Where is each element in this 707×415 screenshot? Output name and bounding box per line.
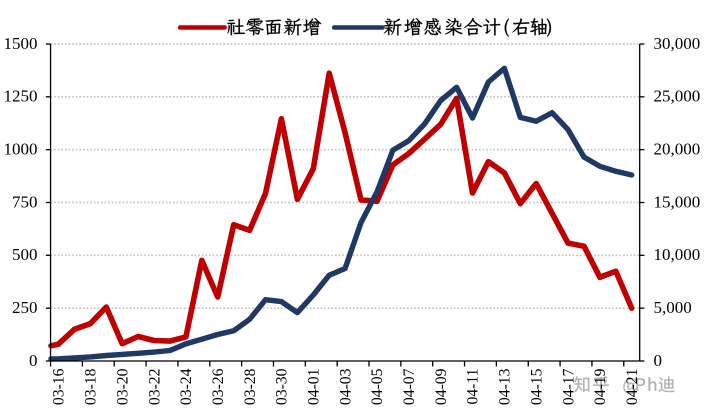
svg-text:03-30: 03-30 [274,368,291,405]
svg-text:03-22: 03-22 [146,369,163,406]
svg-text:04-07: 04-07 [401,368,418,405]
svg-text:03-28: 03-28 [242,368,259,405]
svg-text:04-13: 04-13 [497,368,514,405]
svg-text:15,000: 15,000 [654,192,701,211]
svg-text:03-18: 03-18 [83,368,100,405]
svg-text:0: 0 [29,351,38,370]
svg-text:10,000: 10,000 [654,245,701,264]
svg-text:750: 750 [12,192,38,211]
svg-text:04-15: 04-15 [528,368,545,405]
svg-text:03-26: 03-26 [210,368,227,405]
svg-text:0: 0 [654,351,663,370]
svg-text:1000: 1000 [4,140,38,159]
svg-text:500: 500 [12,245,38,264]
svg-text:04-11: 04-11 [465,369,482,405]
svg-text:04-05: 04-05 [369,368,386,405]
svg-text:04-01: 04-01 [305,369,322,406]
svg-text:250: 250 [12,298,38,317]
svg-text:03-20: 03-20 [114,368,131,405]
svg-text:03-24: 03-24 [178,368,195,405]
svg-text:20,000: 20,000 [654,139,701,158]
svg-text:04-17: 04-17 [560,368,577,405]
svg-text:1250: 1250 [4,87,38,106]
svg-text:30,000: 30,000 [654,34,701,53]
svg-text:04-03: 04-03 [337,368,354,405]
svg-text:5,000: 5,000 [654,298,692,317]
svg-text:04-21: 04-21 [624,369,641,406]
svg-text:04-09: 04-09 [433,368,450,405]
svg-text:25,000: 25,000 [654,87,701,106]
svg-text:04-19: 04-19 [592,368,609,405]
svg-text:03-16: 03-16 [51,368,68,405]
svg-text:1500: 1500 [4,34,38,53]
